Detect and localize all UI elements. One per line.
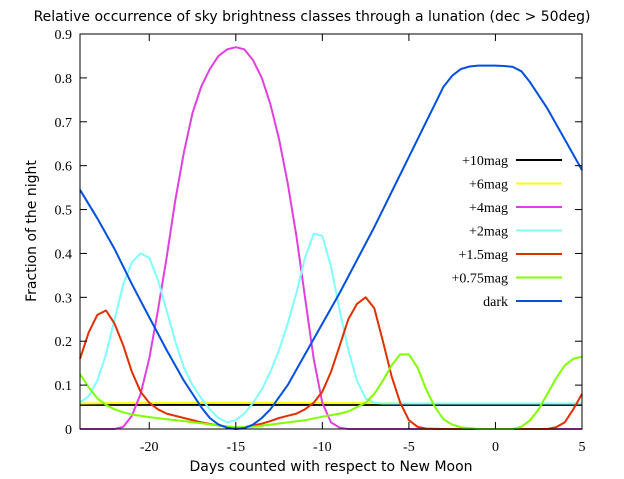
series-line-0-75mag	[79, 353, 583, 430]
series-line-4mag	[80, 46, 582, 430]
axis-ticks: -20 -15 -10 -5 0 5 0 0.1 0.2 0.3 0.4 0.5 0.6 0.7 0.8 0.…	[55, 28, 586, 455]
y-tick-label: 0.5	[55, 204, 73, 219]
series-line-1-5mag	[79, 296, 583, 430]
series-line-dark	[79, 64, 583, 430]
legend-label: +1.5mag	[459, 248, 509, 263]
y-tick-label: 0.7	[55, 116, 73, 131]
y-tick-label: 0	[65, 423, 72, 438]
y-tick-label: 0.6	[55, 160, 73, 175]
x-tick-label: -5	[403, 440, 415, 455]
y-tick-label: 0.1	[55, 379, 73, 394]
series-layer	[79, 46, 583, 430]
legend-label: dark	[483, 295, 508, 310]
legend-label: +0.75mag	[452, 272, 509, 287]
chart-title: Relative occurrence of sky brightness cl…	[34, 9, 591, 25]
legend-label: +6mag	[469, 178, 508, 193]
x-tick-label: 0	[492, 440, 499, 455]
y-tick-label: 0.2	[55, 335, 73, 350]
x-axis-label: Days counted with respect to New Moon	[189, 459, 472, 475]
series-line-2mag	[79, 232, 582, 424]
plot-frame	[79, 33, 583, 430]
legend-label: +4mag	[469, 201, 508, 216]
x-tick-label: 5	[579, 440, 586, 455]
x-tick-label: -15	[226, 440, 245, 455]
y-tick-label: 0.8	[55, 72, 73, 87]
legend-label: +10mag	[462, 154, 508, 169]
legend: +10mag +6mag +4mag +2mag +1.5mag +0.75mag dark	[452, 154, 562, 310]
y-tick-label: 0.4	[55, 247, 73, 262]
y-tick-label: 0.3	[55, 291, 73, 306]
y-axis-label: Fraction of the night	[24, 160, 40, 302]
y-tick-label: 0.9	[55, 28, 73, 43]
x-tick-label: -10	[313, 440, 332, 455]
x-tick-label: -20	[140, 440, 159, 455]
legend-label: +2mag	[469, 225, 508, 240]
